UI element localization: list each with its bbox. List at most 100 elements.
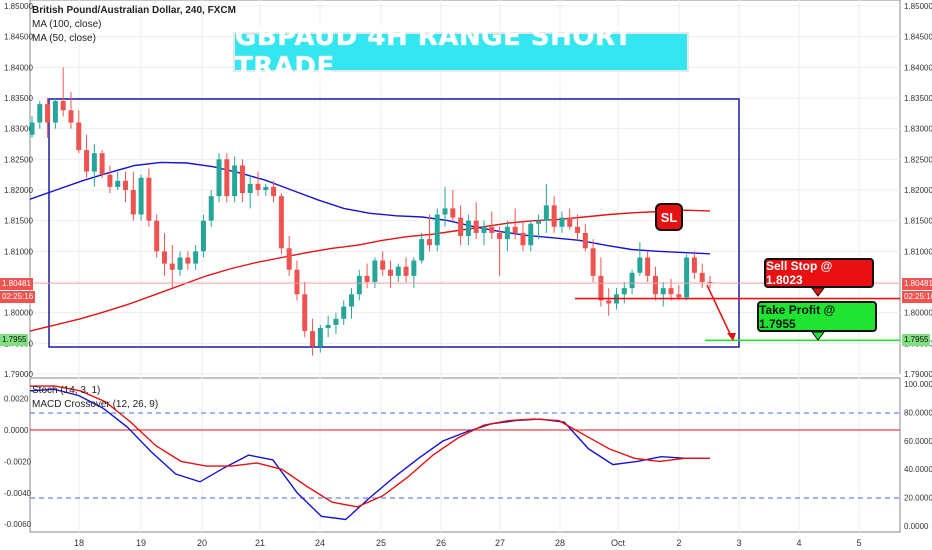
candle-body xyxy=(582,232,588,249)
stoch-label: Stoch (14, 3, 1) xyxy=(32,385,101,396)
right-price-tick: 1.84500 xyxy=(904,33,932,42)
trade-arrow-shaft xyxy=(706,284,733,339)
left-price-tick: 1.84000 xyxy=(4,63,33,72)
stoch-tick: 100.0000 xyxy=(904,380,932,389)
macd-tick: -0.0040 xyxy=(4,489,32,498)
candle-body xyxy=(567,217,573,227)
right-price-tick: 1.82500 xyxy=(904,155,932,164)
candle-body xyxy=(247,183,253,194)
candle-body xyxy=(684,257,690,298)
candle-body xyxy=(84,150,90,172)
candle-body xyxy=(668,288,674,295)
macd-tick: -0.0060 xyxy=(4,520,32,529)
indicator-legend: Stoch (14, 3, 1) MACD Crossover (12, 26,… xyxy=(32,384,158,412)
time-tick: Oct xyxy=(611,538,626,548)
ma100-label: MA (100, close) xyxy=(32,19,102,30)
stoch-tick: 0.0000 xyxy=(904,522,929,531)
right-tp-tag: 1.7955 xyxy=(902,334,931,346)
time-tick: 19 xyxy=(136,538,146,548)
left-price-tick: 1.82000 xyxy=(4,186,33,195)
candle-body xyxy=(606,300,612,304)
candle-body xyxy=(450,208,456,218)
candle-body xyxy=(76,122,82,151)
title-banner: GBPAUD 4H RANGE SHORT TRADE xyxy=(233,22,689,82)
candle-body xyxy=(130,190,136,215)
time-tick: 2 xyxy=(676,538,681,548)
right-price-tick: 1.81500 xyxy=(904,217,932,226)
stoch-tick: 60.0000 xyxy=(904,437,932,446)
right-price-tick: 1.80000 xyxy=(904,309,932,318)
candle-body xyxy=(395,266,401,276)
candle-body xyxy=(310,331,316,347)
range-box xyxy=(48,98,740,348)
candle-body xyxy=(286,248,292,270)
time-tick: 18 xyxy=(74,538,84,548)
left-timer-tag: 02:25:16 xyxy=(0,291,36,303)
time-tick: 4 xyxy=(796,538,801,548)
candle-body xyxy=(154,220,160,252)
macd-label: MACD Crossover (12, 26, 9) xyxy=(32,399,159,410)
candle-body xyxy=(411,260,417,276)
candle-body xyxy=(52,101,58,123)
left-price-tick: 1.82500 xyxy=(4,155,33,164)
candle-body xyxy=(99,153,105,175)
time-tick: 27 xyxy=(495,538,505,548)
stop-loss-label: SL xyxy=(655,203,683,231)
candle-body xyxy=(489,226,495,233)
candle-body xyxy=(481,226,487,233)
candle-body xyxy=(707,282,713,284)
candle-body xyxy=(559,217,565,227)
macd-tick: 0.0000 xyxy=(4,426,29,435)
sell-stop-label: Sell Stop @ 1.8023 xyxy=(764,258,874,288)
candle-body xyxy=(419,239,425,261)
right-price-tick: 1.83500 xyxy=(904,94,932,103)
candle-body xyxy=(208,196,214,221)
ma50-line xyxy=(29,161,711,255)
left-price-tick: 1.79000 xyxy=(4,370,33,379)
candle-body xyxy=(543,205,549,221)
candle-body xyxy=(512,226,518,233)
macd-tick: -0.0020 xyxy=(4,457,32,466)
candle-body xyxy=(169,263,175,270)
take-profit-label: Take Profit @ 1.7955 xyxy=(757,301,877,332)
sell-stop-pointer xyxy=(811,287,825,297)
stoch-tick: 80.0000 xyxy=(904,408,932,417)
candle-body xyxy=(146,177,152,221)
candle-body xyxy=(185,257,191,264)
candle-body xyxy=(434,214,440,246)
candle-body xyxy=(458,217,464,236)
candle-body xyxy=(364,275,370,282)
candle-body xyxy=(426,239,432,246)
signal-line xyxy=(30,385,710,508)
candle-body xyxy=(278,196,284,249)
candle-body xyxy=(575,226,581,233)
candle-body xyxy=(294,269,300,295)
stoch-tick: 20.0000 xyxy=(904,494,932,503)
candle-body xyxy=(317,328,323,347)
take-profit-pointer xyxy=(811,331,825,341)
candle-body xyxy=(356,275,362,295)
candle-body xyxy=(504,226,510,240)
candle-body xyxy=(520,232,526,246)
candle-body xyxy=(333,318,339,325)
macd-line xyxy=(29,388,710,521)
stoch-tick: 40.0000 xyxy=(904,465,932,474)
left-price-tick: 1.80000 xyxy=(4,309,33,318)
right-price-tick: 1.83000 xyxy=(904,125,932,134)
candle-body xyxy=(91,153,97,172)
left-tp-tag: 1.7955 xyxy=(0,334,29,346)
candle-body xyxy=(325,324,331,328)
time-tick: 28 xyxy=(555,538,565,548)
candle-body xyxy=(239,165,245,194)
candle-body xyxy=(115,180,121,187)
candle-body xyxy=(372,260,378,282)
candle-body xyxy=(271,186,277,197)
candle-body xyxy=(123,180,129,190)
candle-body xyxy=(473,220,479,233)
candle-body xyxy=(232,165,238,197)
candle-body xyxy=(660,288,666,295)
chart-legend: British Pound/Australian Dollar, 240, FX… xyxy=(32,4,236,46)
candle-body xyxy=(45,104,51,123)
candle-body xyxy=(387,269,393,276)
candle-body xyxy=(637,257,643,273)
